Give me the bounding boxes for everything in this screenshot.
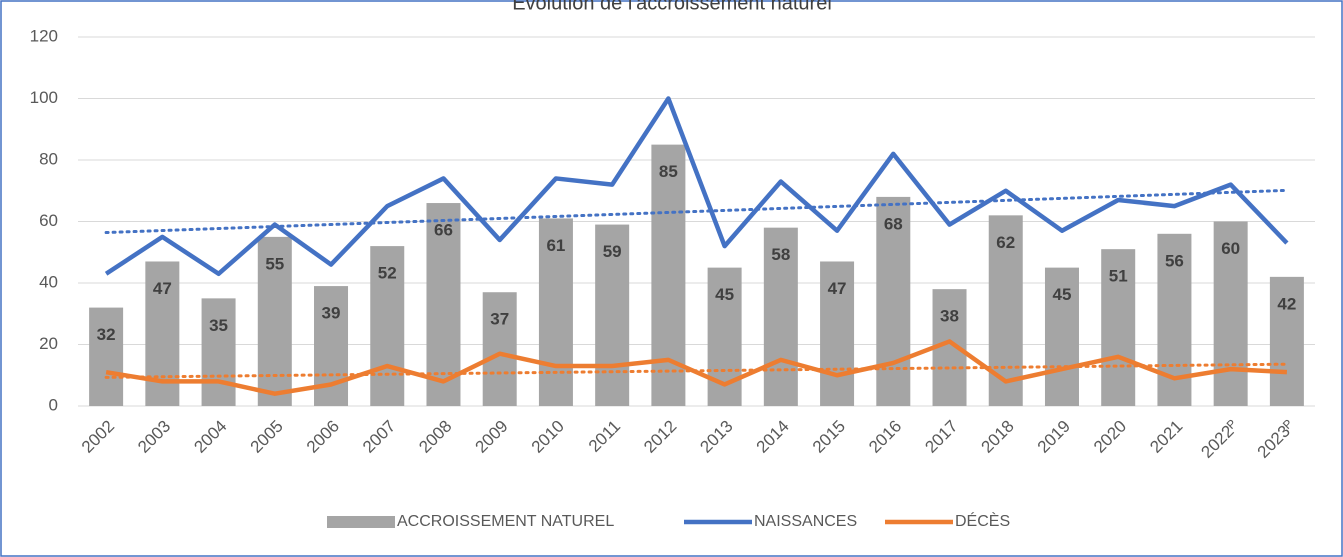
data-label: 59: [603, 242, 622, 261]
y-tick-label: 80: [39, 149, 58, 168]
bar: [538, 218, 573, 406]
legend-label: DÉCÈS: [955, 511, 1010, 530]
data-label: 38: [940, 307, 959, 326]
data-label: 52: [378, 264, 397, 283]
bar: [201, 298, 236, 406]
chart-title: Évolution de l'accroissement naturel: [512, 0, 832, 14]
data-label: 39: [322, 304, 341, 323]
data-label: 37: [490, 310, 509, 329]
bar: [257, 236, 292, 406]
y-tick-label: 100: [30, 88, 58, 107]
data-label: 47: [153, 279, 172, 298]
bar: [1044, 267, 1079, 406]
y-tick-label: 20: [39, 334, 58, 353]
bar: [89, 307, 124, 406]
y-tick-label: 60: [39, 211, 58, 230]
data-label: 51: [1109, 267, 1128, 286]
data-label: 47: [828, 279, 847, 298]
y-tick-label: 120: [30, 26, 58, 45]
data-label: 66: [434, 221, 453, 240]
data-label: 55: [265, 254, 284, 273]
data-label: 58: [771, 245, 790, 264]
bar: [820, 261, 855, 406]
bar: [370, 246, 405, 406]
bar: [763, 227, 798, 406]
legend-swatch: [327, 516, 395, 528]
bar: [595, 224, 630, 406]
data-label: 85: [659, 162, 678, 181]
trendline: [104, 188, 1289, 235]
bar: [482, 292, 517, 406]
y-tick-label: 0: [49, 395, 58, 414]
line: [104, 96, 1289, 277]
data-label: 60: [1221, 239, 1240, 258]
data-label: 56: [1165, 251, 1184, 270]
bar: [876, 196, 911, 406]
data-label: 35: [209, 316, 228, 335]
line: [105, 339, 1288, 396]
data-label: 32: [97, 325, 116, 344]
bar: [1101, 249, 1136, 406]
data-label: 61: [546, 236, 565, 255]
data-label: 45: [1053, 285, 1072, 304]
data-label: 42: [1277, 294, 1296, 313]
legend-label: NAISSANCES: [754, 513, 857, 530]
data-label: 68: [884, 214, 903, 233]
data-label: 45: [715, 285, 734, 304]
y-tick-label: 40: [39, 272, 58, 291]
data-label: 62: [996, 233, 1015, 252]
bar: [1213, 221, 1248, 406]
legend-label: ACCROISSEMENT NATUREL: [397, 513, 614, 530]
bar: [1269, 276, 1304, 406]
